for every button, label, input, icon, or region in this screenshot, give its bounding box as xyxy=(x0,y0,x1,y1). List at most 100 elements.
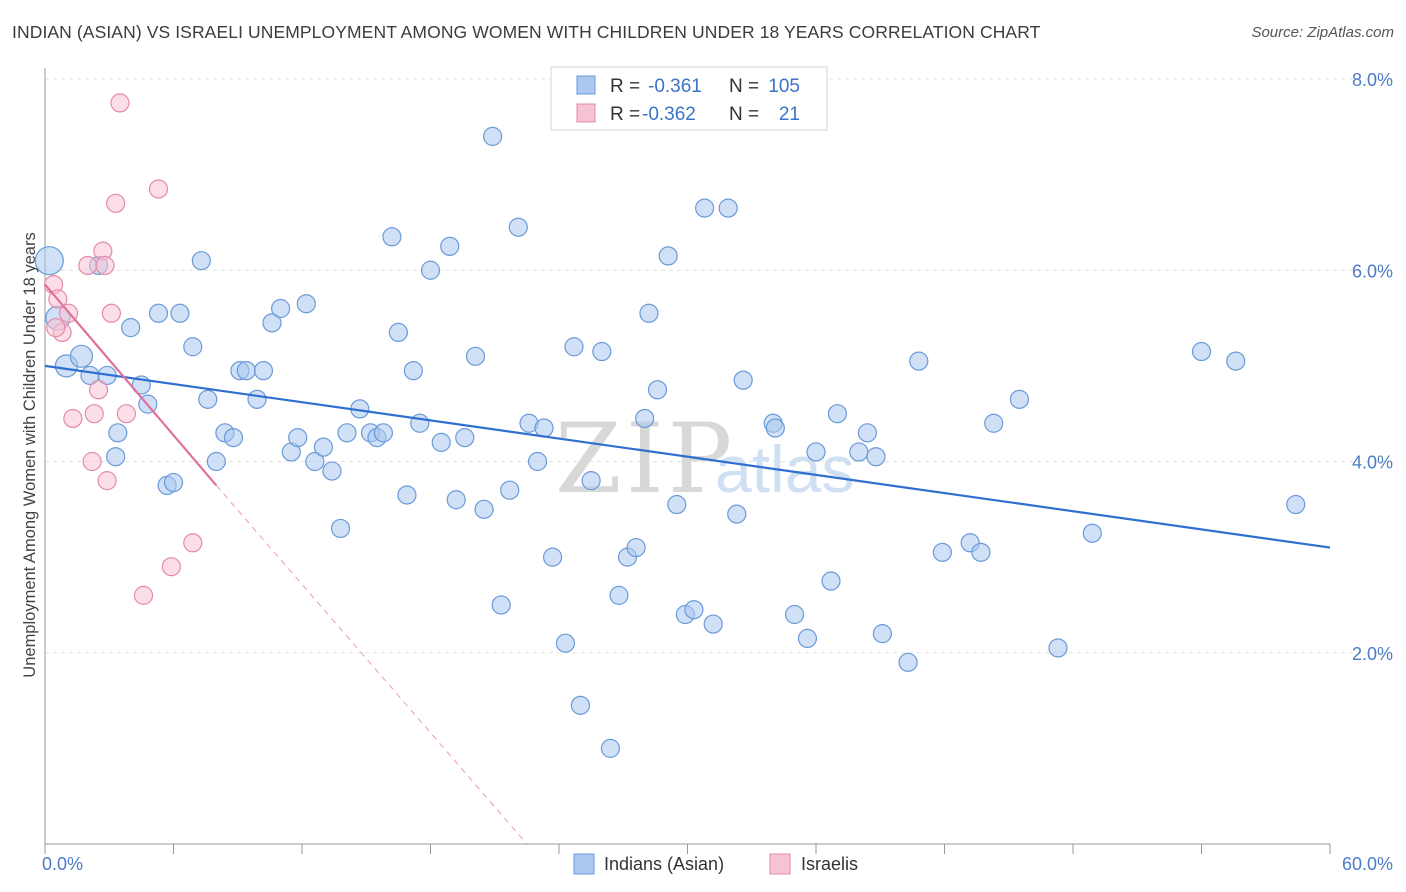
y-tick-label-1: 4.0% xyxy=(1352,453,1393,473)
indian-point-52 xyxy=(483,126,503,146)
chart-title: INDIAN (ASIAN) VS ISRAELI UNEMPLOYMENT A… xyxy=(12,22,1041,42)
indian-point-30 xyxy=(296,294,316,314)
indian-point-59 xyxy=(542,547,563,567)
indian-point-89 xyxy=(857,423,878,443)
indian-point-3 xyxy=(69,344,94,368)
indian-point-73 xyxy=(667,494,687,515)
indian-point-31 xyxy=(305,451,325,472)
indian-point-16 xyxy=(183,337,203,357)
indian-point-53 xyxy=(491,595,511,615)
indian-point-34 xyxy=(330,518,351,539)
legend-bottom-label-israelis: Israelis xyxy=(801,854,858,874)
y-tick-labels: 2.0% 4.0% 6.0% 8.0% xyxy=(1352,70,1393,664)
legend-top: R = -0.361 N = 105 R = -0.362 N = 21 xyxy=(550,66,828,131)
israeli-point-19 xyxy=(183,533,203,553)
indian-point-63 xyxy=(581,471,601,491)
indian-point-64 xyxy=(592,341,612,362)
indian-point-26 xyxy=(262,313,282,333)
israeli-point-20 xyxy=(46,318,66,338)
israeli-point-10 xyxy=(95,255,115,276)
indian-point-71 xyxy=(647,380,668,400)
data-points xyxy=(34,93,1306,758)
indian-point-92 xyxy=(898,652,918,672)
indian-point-87 xyxy=(827,404,848,424)
israeli-point-11 xyxy=(97,471,117,491)
indian-point-65 xyxy=(600,738,621,758)
indian-point-41 xyxy=(388,322,408,343)
indian-point-82 xyxy=(765,418,785,438)
indian-point-91 xyxy=(872,624,892,644)
indian-point-29 xyxy=(288,427,308,448)
israeli-point-4 xyxy=(63,408,83,429)
indian-point-98 xyxy=(1009,389,1030,409)
indian-point-68 xyxy=(626,537,646,558)
israeli-point-16 xyxy=(133,585,154,605)
indian-point-23 xyxy=(236,361,256,381)
indian-point-35 xyxy=(337,423,357,443)
israeli-point-13 xyxy=(106,193,126,213)
indian-point-97 xyxy=(984,413,1004,433)
indian-point-49 xyxy=(455,427,475,448)
indian-point-69 xyxy=(635,408,655,429)
series-indians xyxy=(34,126,1306,758)
israeli-point-7 xyxy=(84,404,104,424)
indian-point-76 xyxy=(695,198,715,218)
indian-point-15 xyxy=(170,303,190,323)
indian-point-55 xyxy=(508,217,528,237)
legend-r-value-indians: -0.361 xyxy=(648,76,702,97)
indian-point-77 xyxy=(703,614,723,634)
indian-point-62 xyxy=(570,695,591,715)
indian-point-18 xyxy=(198,389,218,409)
indian-point-88 xyxy=(849,442,869,462)
legend-bottom-swatch-indians xyxy=(573,853,595,875)
indian-point-43 xyxy=(403,361,423,381)
indian-point-33 xyxy=(322,461,342,481)
indian-point-79 xyxy=(727,504,747,524)
indian-point-39 xyxy=(373,423,393,443)
israeli-point-12 xyxy=(101,303,121,323)
legend-swatch-indians xyxy=(576,75,596,95)
indian-point-72 xyxy=(658,246,678,266)
indian-point-86 xyxy=(821,571,841,591)
indian-point-19 xyxy=(206,451,226,472)
indian-point-7 xyxy=(108,423,128,443)
indian-point-93 xyxy=(909,351,929,371)
legend-r-value-israelis: -0.362 xyxy=(642,104,696,125)
indian-point-83 xyxy=(784,604,805,625)
legend-bottom-swatch-israelis xyxy=(769,853,791,875)
indian-point-12 xyxy=(148,303,169,323)
israeli-point-15 xyxy=(116,404,136,424)
indian-point-85 xyxy=(806,442,826,462)
legend-bottom: Indians (Asian) Israelis xyxy=(573,853,858,875)
y-tick-label-0: 2.0% xyxy=(1352,644,1393,664)
indian-point-17 xyxy=(191,251,211,271)
source-credit: Source: ZipAtlas.com xyxy=(1251,24,1394,41)
israeli-point-14 xyxy=(110,93,130,113)
indian-point-60 xyxy=(555,633,576,653)
series-israelis xyxy=(43,93,203,605)
trend-lines xyxy=(44,283,1331,845)
indian-point-40 xyxy=(382,227,402,247)
indian-point-66 xyxy=(609,585,629,605)
indian-point-46 xyxy=(431,432,451,452)
israeli-point-5 xyxy=(78,255,98,276)
israeli-point-18 xyxy=(161,557,181,577)
israeli-point-8 xyxy=(88,380,109,400)
legend-n-label-israelis: N = xyxy=(729,104,759,125)
indian-point-101 xyxy=(1191,341,1212,362)
y-tick-label-2: 6.0% xyxy=(1352,261,1393,281)
indian-point-61 xyxy=(564,337,584,357)
indian-point-48 xyxy=(446,490,466,510)
y-tick-label-3: 8.0% xyxy=(1352,70,1393,90)
indian-point-103 xyxy=(1286,494,1306,515)
legend-n-label-indians: N = xyxy=(729,76,759,97)
israeli-point-6 xyxy=(82,451,102,472)
indian-point-84 xyxy=(797,628,818,649)
x-tick-label-0: 0.0% xyxy=(42,854,83,874)
indian-point-32 xyxy=(313,437,334,457)
indian-point-90 xyxy=(866,447,886,467)
indian-point-70 xyxy=(639,303,659,323)
trend-line-israelis-extension xyxy=(215,485,528,845)
indian-point-94 xyxy=(932,542,952,562)
